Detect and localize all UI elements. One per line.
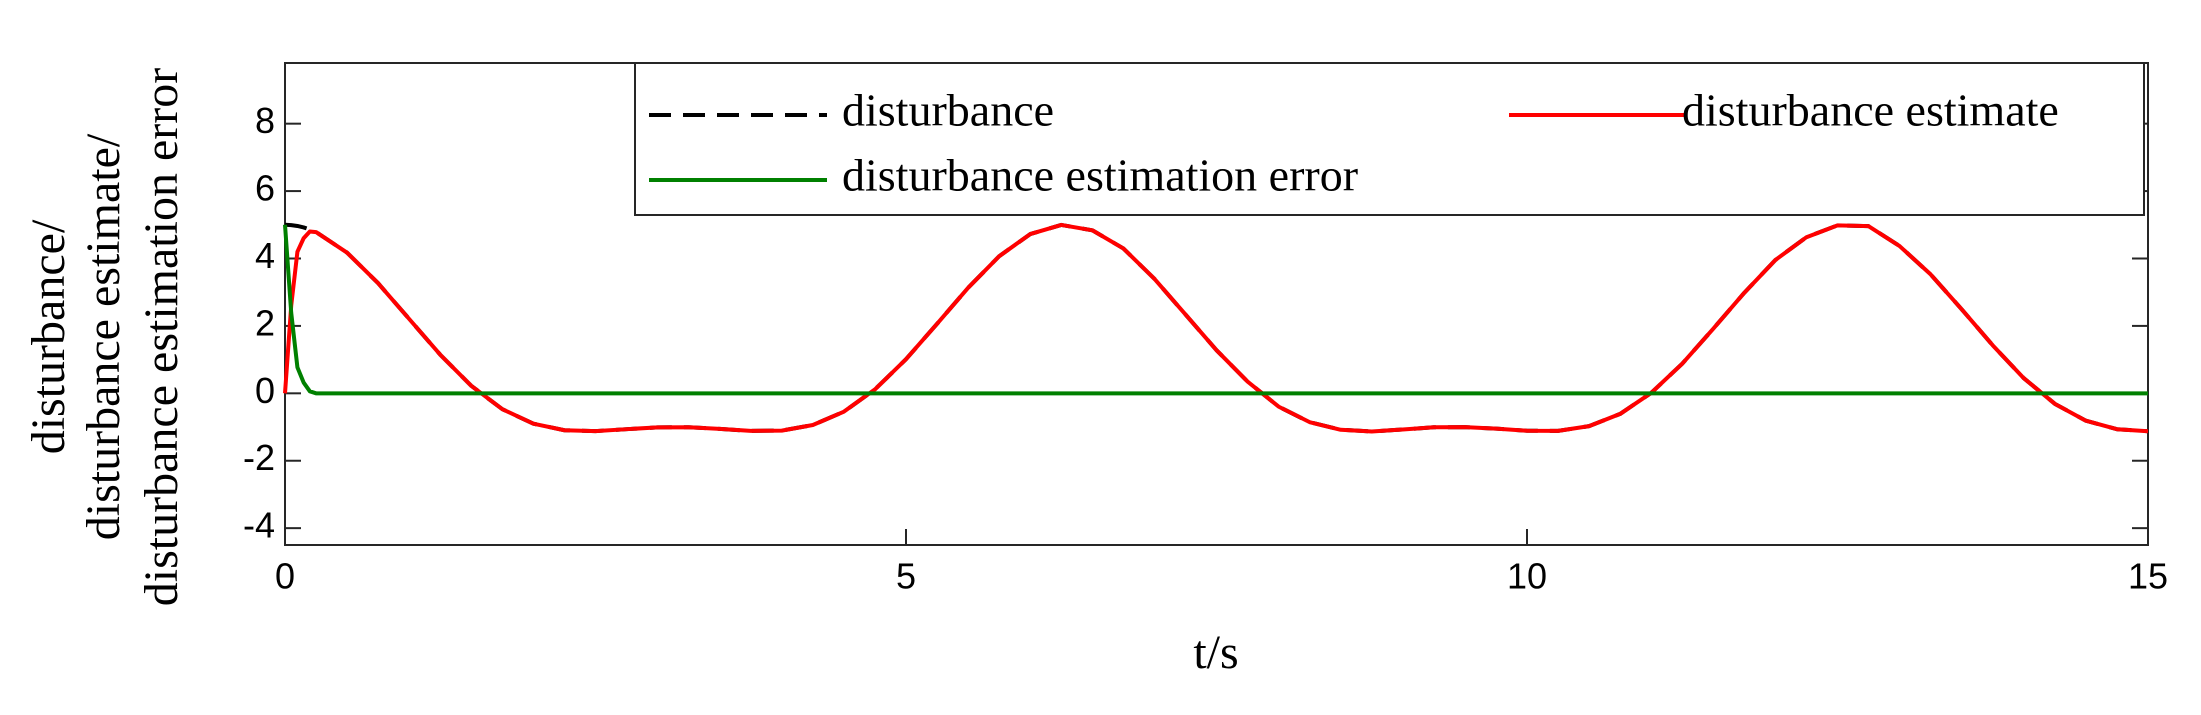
legend-label: disturbance — [842, 85, 1054, 136]
y-tick-label: 4 — [255, 235, 275, 276]
x-tick-label: 15 — [2128, 556, 2168, 597]
series-line — [283, 222, 2149, 434]
legend: disturbance disturbance estimate disturban… — [634, 62, 2145, 216]
x-tick-label: 10 — [1507, 556, 1547, 597]
y-tick-label: 8 — [255, 100, 275, 141]
y-tick-label: 0 — [255, 370, 275, 411]
y-axis-label-line: disturbance estimate/ — [77, 133, 130, 540]
legend-label: disturbance estimation error — [842, 150, 1358, 201]
x-tick-label: 5 — [896, 556, 916, 597]
legend-label: disturbance estimate — [1682, 85, 2059, 136]
y-tick-label: -4 — [243, 505, 275, 546]
y-tick-label: 2 — [255, 302, 275, 343]
x-tick-label: 0 — [275, 556, 295, 597]
x-axis-label: t/s — [1193, 626, 1238, 679]
legend-box — [634, 62, 2145, 216]
y-tick-label: -2 — [243, 437, 275, 478]
series-line — [283, 224, 2148, 396]
y-tick-label: 6 — [255, 168, 275, 209]
y-axis-label-line: disturbance estimation error — [135, 68, 188, 606]
y-axis-label: disturbance/ disturbance estimate/ distu… — [22, 68, 188, 606]
y-axis-label-line: disturbance/ — [22, 219, 75, 454]
series-layer — [283, 222, 2149, 434]
